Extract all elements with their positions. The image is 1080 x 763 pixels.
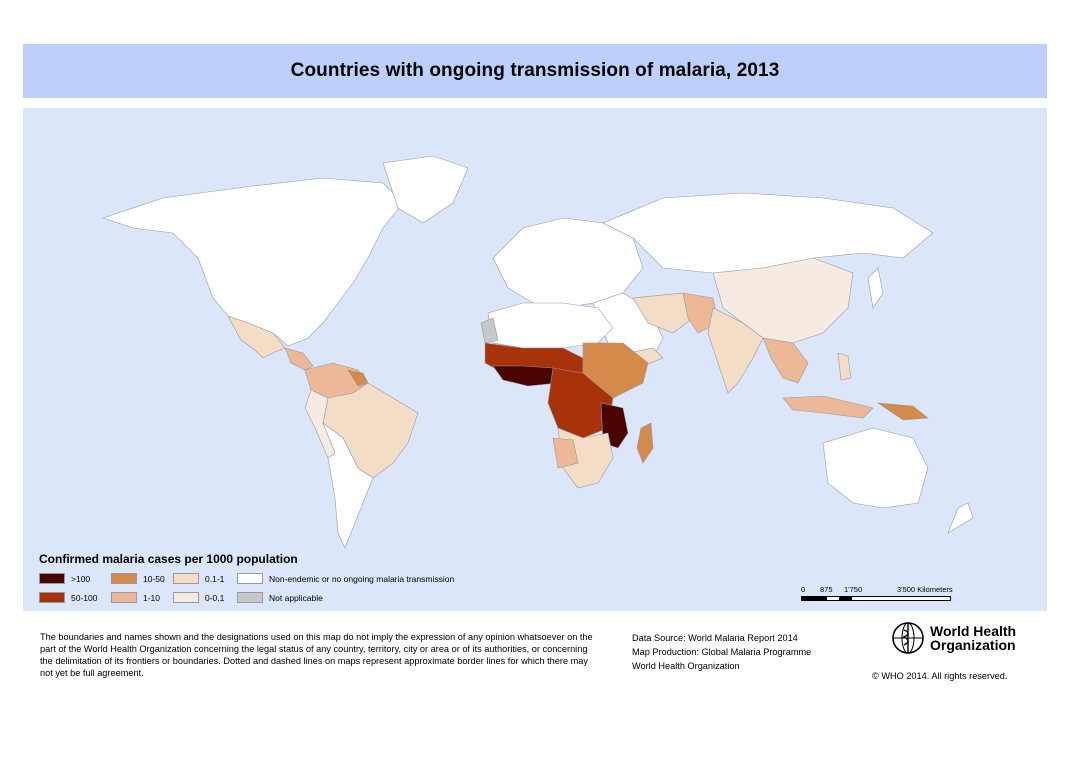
legend-item-non-endemic: Non-endemic or no ongoing malaria transm… — [237, 573, 454, 584]
southeast-asia-land — [762, 337, 809, 384]
indonesia-land — [782, 395, 874, 419]
japan-land — [867, 267, 884, 309]
title-bar: Countries with ongoing transmission of m… — [23, 44, 1047, 98]
legend-item-gt100: >100 — [39, 573, 90, 584]
north-america-land — [102, 177, 404, 347]
who-emblem-icon — [892, 622, 924, 654]
south-america-south — [322, 422, 374, 549]
legend-item-0.1-1: 0.1-1 — [173, 573, 224, 584]
legend-swatch — [237, 573, 263, 584]
legend-label: >100 — [71, 573, 91, 584]
madagascar-land — [636, 422, 654, 464]
scale-tick-1750: 1'750 — [844, 585, 863, 594]
india-land — [707, 307, 764, 394]
legend-swatch — [111, 573, 137, 584]
legend-item-not-applicable: Not applicable — [237, 592, 323, 603]
legend-label: 1-10 — [143, 592, 161, 603]
legend-label: 50-100 — [71, 592, 98, 603]
iran-afghanistan-land — [632, 292, 694, 334]
organization: World Health Organization — [632, 661, 740, 671]
western-sahara-land — [480, 317, 499, 344]
legend-item-50-100: 50-100 — [39, 592, 97, 603]
who-logo-text: World Health Organization — [930, 623, 1017, 653]
world-map — [102, 155, 974, 549]
legend-label: 0-0.1 — [205, 592, 225, 603]
legend-label: Non-endemic or no ongoing malaria transm… — [269, 573, 455, 584]
russia-land — [602, 192, 934, 274]
legend-label: 0.1-1 — [205, 573, 225, 584]
new-zealand-land — [947, 502, 974, 534]
central-africa-land — [547, 367, 614, 439]
data-source-block: Data Source: World Malaria Report 2014 M… — [632, 631, 811, 673]
peru-bolivia-land — [304, 389, 336, 459]
angola-land — [552, 437, 579, 469]
papua-land — [876, 402, 929, 421]
west-africa-coast — [492, 365, 559, 387]
china-land — [712, 257, 854, 344]
north-africa-land — [487, 302, 614, 349]
legend-swatch — [39, 592, 65, 603]
map-title: Countries with ongoing transmission of m… — [290, 60, 780, 81]
scale-tick-3500: 3'500 Kilometers — [897, 585, 953, 594]
legend-item-1-10: 1-10 — [111, 592, 160, 603]
scale-bar-graphic — [801, 596, 951, 601]
mexico-land — [227, 315, 286, 359]
legend-item-0-0.1: 0-0.1 — [173, 592, 224, 603]
legend-title: Confirmed malaria cases per 1000 populat… — [39, 552, 298, 566]
legend-item-10-50: 10-50 — [111, 573, 165, 584]
copyright-text: © WHO 2014. All rights reserved. — [872, 671, 1008, 681]
legend-label: 10-50 — [143, 573, 165, 584]
legend-swatch — [39, 573, 65, 584]
philippines-land — [837, 352, 852, 381]
disclaimer-text: The boundaries and names shown and the d… — [40, 632, 593, 678]
europe-land — [492, 217, 644, 309]
guiana-land — [347, 369, 369, 387]
scale-tick-875: 875 — [820, 585, 833, 594]
legend-label: Not applicable — [269, 592, 323, 603]
data-source: Data Source: World Malaria Report 2014 — [632, 633, 798, 643]
greenland-land — [382, 155, 469, 224]
pakistan-land — [682, 292, 719, 334]
map-production: Map Production: Global Malaria Programme — [632, 647, 812, 657]
legend-swatch — [173, 592, 199, 603]
central-america-land — [284, 347, 314, 371]
legend-swatch — [173, 573, 199, 584]
legend-swatch — [111, 592, 137, 603]
australia-land — [822, 427, 929, 509]
map-panel: Confirmed malaria cases per 1000 populat… — [23, 108, 1047, 611]
scale-tick-0: 0 — [801, 585, 806, 594]
who-logo: World Health Organization — [890, 620, 1020, 656]
legend-swatch — [237, 592, 263, 603]
